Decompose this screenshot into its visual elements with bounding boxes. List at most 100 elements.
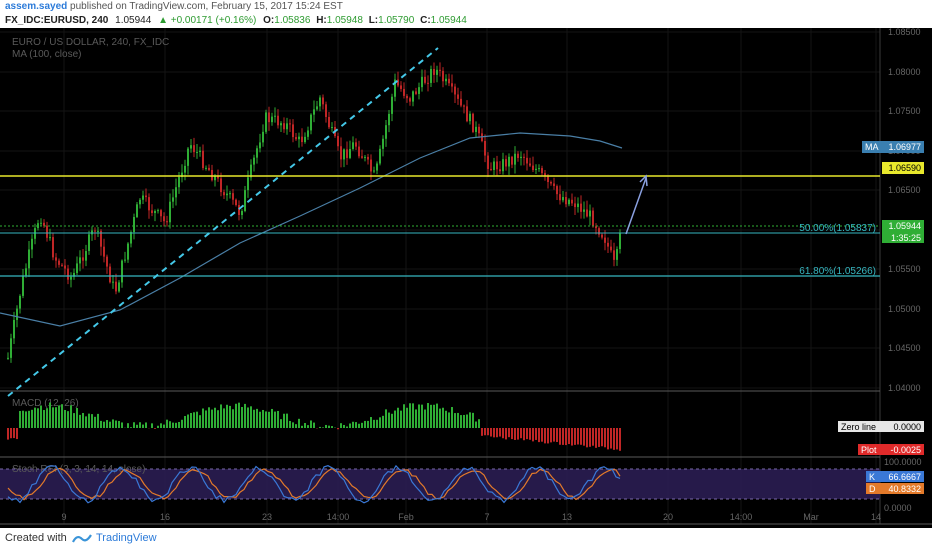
chart-canvas[interactable]: 50.00%(1.05837) 61.80%(1.05266) EURO / U… bbox=[0, 27, 932, 528]
candle-body bbox=[256, 148, 258, 158]
candle-body bbox=[439, 69, 441, 71]
candle-body bbox=[88, 234, 90, 252]
time-tick-label: 20 bbox=[663, 512, 673, 522]
candle-body bbox=[304, 136, 306, 143]
candle-body bbox=[301, 136, 303, 143]
price-tick-label: 1.06500 bbox=[888, 185, 921, 195]
candle-body bbox=[541, 168, 543, 174]
macd-bar bbox=[208, 407, 210, 428]
stoch-d-value: 40.8332 bbox=[888, 484, 921, 494]
plot-value: -0.0025 bbox=[890, 445, 921, 455]
projection-arrow[interactable] bbox=[625, 177, 647, 235]
macd-histogram bbox=[7, 402, 621, 451]
candle-body bbox=[508, 156, 510, 167]
macd-bar bbox=[292, 422, 294, 428]
candle-body bbox=[145, 195, 147, 198]
candle-body bbox=[67, 268, 69, 280]
macd-bar bbox=[448, 412, 450, 428]
macd-bar bbox=[592, 428, 594, 446]
author-link[interactable]: assem.sayed bbox=[5, 1, 68, 12]
chart-area[interactable]: 50.00%(1.05837) 61.80%(1.05266) EURO / U… bbox=[0, 27, 932, 528]
macd-bar bbox=[361, 422, 363, 428]
macd-bar bbox=[61, 404, 63, 428]
candle-body bbox=[610, 246, 612, 251]
stoch-k-label: K bbox=[869, 472, 875, 482]
candle-body bbox=[418, 87, 420, 94]
candles bbox=[7, 62, 621, 363]
macd-bar bbox=[112, 419, 114, 428]
macd-bar bbox=[310, 420, 312, 428]
candle-body bbox=[601, 234, 603, 238]
time-tick-label: Mar bbox=[803, 512, 819, 522]
candle-body bbox=[478, 126, 480, 134]
macd-legend: MACD (12, 26) bbox=[12, 398, 79, 409]
plot-value-box bbox=[858, 444, 924, 455]
candle-body bbox=[208, 167, 210, 170]
macd-bar bbox=[322, 427, 324, 428]
candle-body bbox=[289, 123, 291, 125]
candle-body bbox=[346, 149, 348, 158]
trend-line[interactable] bbox=[7, 47, 439, 397]
candle-body bbox=[568, 199, 570, 205]
candle-body bbox=[397, 79, 399, 86]
macd-bar bbox=[94, 416, 96, 428]
candle-body bbox=[166, 221, 168, 223]
macd-bar bbox=[274, 411, 276, 428]
stoch-k-line bbox=[7, 464, 621, 504]
candle-body bbox=[172, 197, 174, 202]
candle-body bbox=[61, 264, 63, 266]
macd-bar bbox=[265, 411, 267, 428]
candle-body bbox=[184, 165, 186, 173]
macd-bar bbox=[457, 412, 459, 428]
macd-bar bbox=[157, 425, 159, 428]
macd-bar bbox=[343, 424, 345, 428]
macd-bar bbox=[145, 422, 147, 428]
macd-bar bbox=[580, 428, 582, 445]
macd-bar bbox=[373, 419, 375, 428]
tradingview-brand-link[interactable]: TradingView bbox=[96, 532, 157, 544]
macd-bar bbox=[205, 410, 207, 428]
candle-body bbox=[475, 126, 477, 132]
price-tick-label: 1.04500 bbox=[888, 343, 921, 353]
candle-body bbox=[556, 186, 558, 195]
candle-body bbox=[70, 276, 72, 280]
macd-bar bbox=[214, 407, 216, 428]
macd-bar bbox=[418, 404, 420, 428]
candle-body bbox=[277, 115, 279, 126]
candle-body bbox=[409, 98, 411, 102]
macd-bar bbox=[223, 408, 225, 428]
macd-bar bbox=[7, 428, 9, 440]
candle-body bbox=[613, 250, 615, 260]
candle-body bbox=[571, 199, 573, 204]
macd-bar bbox=[511, 428, 513, 440]
macd-bar bbox=[430, 404, 432, 428]
candle-body bbox=[154, 211, 156, 214]
candle-body bbox=[361, 156, 363, 158]
stoch-k-value: 66.6667 bbox=[888, 472, 921, 482]
candle-body bbox=[562, 197, 564, 201]
candle-body bbox=[115, 281, 117, 292]
price-axis[interactable]: 1.085001.080001.075001.070001.065001.060… bbox=[888, 27, 921, 393]
macd-bar bbox=[451, 407, 453, 428]
candle-body bbox=[616, 249, 618, 260]
macd-bar bbox=[250, 406, 252, 428]
macd-bar bbox=[163, 424, 165, 428]
time-axis[interactable]: 9 16 23 14:00 Feb 7 13 20 14:00 Mar 14 bbox=[61, 512, 881, 522]
candle-body bbox=[235, 199, 237, 206]
candle-body bbox=[73, 272, 75, 277]
macd-bar bbox=[118, 420, 120, 428]
candle-body bbox=[337, 136, 339, 147]
candle-body bbox=[13, 319, 15, 339]
macd-bar bbox=[475, 421, 477, 428]
candle-body bbox=[247, 177, 249, 191]
macd-bar bbox=[520, 428, 522, 439]
countdown-value: 1:35:25 bbox=[891, 233, 921, 243]
macd-bar bbox=[109, 421, 111, 428]
macd-bar bbox=[613, 428, 615, 450]
time-tick-label: 14 bbox=[871, 512, 881, 522]
candle-body bbox=[511, 156, 513, 165]
level-value-box bbox=[882, 162, 924, 174]
candle-body bbox=[7, 357, 9, 359]
macd-bar bbox=[193, 412, 195, 428]
macd-bar bbox=[517, 428, 519, 440]
